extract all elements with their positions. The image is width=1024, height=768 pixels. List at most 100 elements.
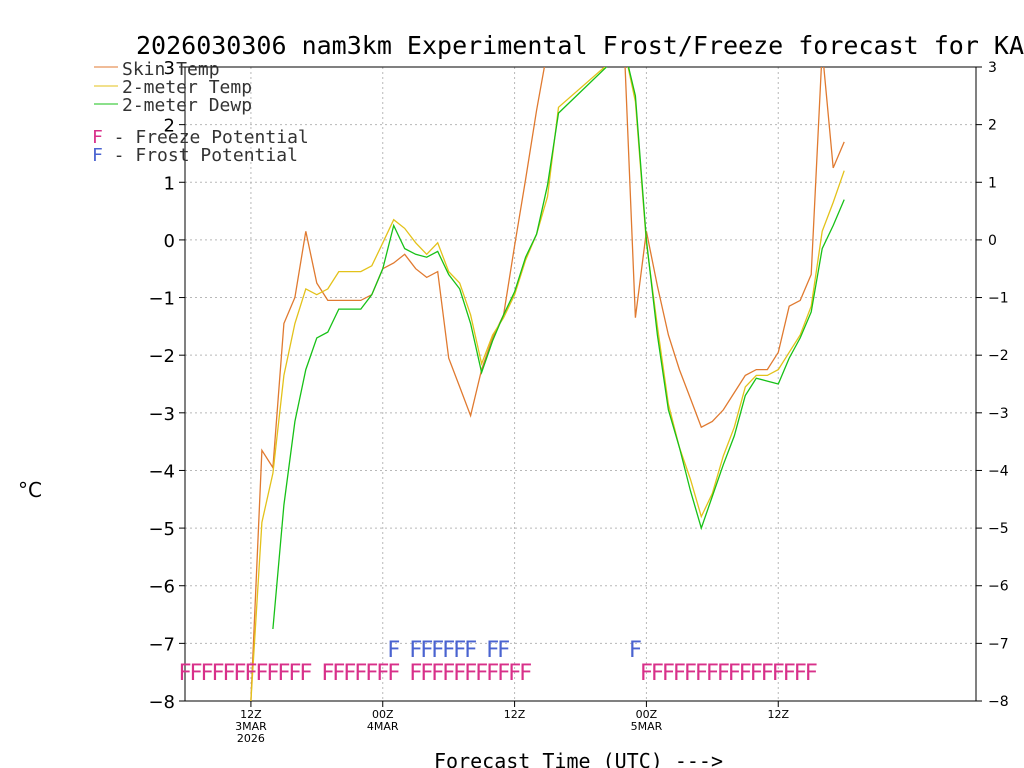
freeze-potential-mark: F — [442, 661, 455, 686]
freeze-potential-mark: F — [475, 661, 488, 686]
x-tick-label: 12Z — [767, 708, 789, 721]
freeze-potential-mark: F — [508, 661, 521, 686]
x-tick-label: 12Z — [504, 708, 526, 721]
y-tick-label-right: −7 — [988, 636, 1009, 652]
legend-dewp-label: 2-meter Dewp — [122, 95, 252, 116]
freeze-potential-mark: F — [805, 661, 818, 686]
freeze-potential-mark: F — [453, 661, 466, 686]
freeze-potential-mark: F — [211, 661, 224, 686]
x-tick-label: 5MAR — [631, 720, 663, 733]
freeze-potential-mark: F — [200, 661, 213, 686]
freeze-potential-mark: F — [497, 661, 510, 686]
freeze-potential-mark: F — [244, 661, 257, 686]
freeze-potential-mark: F — [420, 661, 433, 686]
y-tick-label-left: 0 — [164, 231, 175, 252]
freeze-potential-mark: F — [266, 661, 279, 686]
series-skin-temp — [250, 67, 845, 701]
freeze-potential-mark: F — [794, 661, 807, 686]
freeze-potential-mark: F — [255, 661, 268, 686]
legend-frost-mark: F — [92, 145, 103, 166]
x-tick-label: 00Z — [372, 708, 394, 721]
legend-frost-label: - Frost Potential — [103, 145, 298, 166]
y-tick-label-right: −6 — [988, 579, 1009, 595]
y-tick-label-left: −7 — [148, 634, 175, 655]
freeze-potential-mark: F — [321, 661, 334, 686]
y-tick-label-left: −2 — [148, 346, 175, 367]
y-tick-label-left: −8 — [148, 692, 175, 713]
legend-freeze-mark: F — [92, 127, 103, 148]
freeze-potential-mark: F — [365, 661, 378, 686]
y-tick-label-left: 3 — [164, 58, 175, 79]
freeze-potential-mark: F — [233, 661, 246, 686]
series-group — [250, 67, 845, 701]
y-axis-left: −8 −7 −6 −5 −4 −3 −2 −1 0 1 2 3 — [148, 58, 185, 713]
freeze-potential-mark: F — [717, 661, 730, 686]
x-tick-label: 4MAR — [367, 720, 399, 733]
y-tick-label-right: −8 — [988, 694, 1009, 710]
y-tick-label-right: 2 — [988, 118, 997, 134]
freeze-potential-mark: F — [222, 661, 235, 686]
y-tick-label-left: 2 — [164, 116, 175, 137]
freeze-potential-mark: F — [431, 661, 444, 686]
y-tick-label-right: 3 — [988, 60, 997, 76]
freeze-potential-mark: F — [178, 661, 191, 686]
y-tick-label-right: −5 — [988, 521, 1009, 537]
legend-frost: F - Frost Potential — [92, 145, 298, 166]
freeze-potential-mark: F — [409, 661, 422, 686]
freeze-potential-mark: F — [189, 661, 202, 686]
freeze-potential-mark: F — [750, 661, 763, 686]
x-tick-label: 12Z — [240, 708, 262, 721]
freeze-potential-mark: F — [332, 661, 345, 686]
freeze-potential-mark: F — [772, 661, 785, 686]
freeze-potential-mark: F — [519, 661, 532, 686]
chart-title: 2026030306 nam3km Experimental Frost/Fre… — [136, 31, 1024, 60]
freeze-potential-mark: F — [288, 661, 301, 686]
x-tick-label: 2026 — [237, 732, 265, 745]
legend-temp-label: 2-meter Temp — [122, 77, 252, 98]
freeze-potential-mark: F — [486, 661, 499, 686]
frost-potential-mark: F — [431, 638, 444, 663]
freeze-potential-mark: F — [695, 661, 708, 686]
freeze-potential-mark: F — [640, 661, 653, 686]
frost-potential-mark: F — [453, 638, 466, 663]
y-tick-label-left: −3 — [148, 404, 175, 425]
frost-potential-mark: F — [629, 638, 642, 663]
legend-skin-label: Skin Temp — [122, 59, 220, 80]
y-tick-label-right: 0 — [988, 233, 997, 249]
freeze-potential-mark: F — [706, 661, 719, 686]
y-tick-label-right: −3 — [988, 406, 1009, 422]
freeze-potential-mark: F — [684, 661, 697, 686]
frost-potential-mark: F — [387, 638, 400, 663]
legend-freeze-label: - Freeze Potential — [103, 127, 309, 148]
y-tick-label-right: −2 — [988, 348, 1009, 364]
freeze-potential-mark: F — [651, 661, 664, 686]
grid — [185, 67, 976, 701]
freeze-potential-mark: F — [728, 661, 741, 686]
y-tick-label-left: 1 — [164, 173, 175, 194]
x-tick-label: 3MAR — [235, 720, 267, 733]
frost-potential-mark: F — [420, 638, 433, 663]
y-tick-label-left: −6 — [148, 577, 175, 598]
y-tick-label-left: −5 — [148, 519, 175, 540]
x-axis-label: Forecast Time (UTC) ---> — [434, 749, 723, 768]
series-2-meter-dewp — [272, 67, 845, 630]
y-tick-label-left: −4 — [148, 461, 175, 482]
freeze-potential-mark: F — [662, 661, 675, 686]
x-tick-label: 00Z — [636, 708, 658, 721]
y-axis-label: °C — [18, 478, 42, 502]
legend-freeze: F - Freeze Potential — [92, 127, 309, 148]
freeze-potential-mark: F — [299, 661, 312, 686]
frost-potential-mark: F — [409, 638, 422, 663]
y-tick-label-right: −4 — [988, 463, 1009, 479]
y-tick-label-right: −1 — [988, 291, 1009, 307]
legend: Skin Temp 2-meter Temp 2-meter Dewp F - … — [92, 59, 309, 166]
series-2-meter-temp — [250, 67, 845, 701]
freeze-potential-mark: F — [761, 661, 774, 686]
freeze-potential-mark: F — [783, 661, 796, 686]
y-tick-label-right: 1 — [988, 175, 997, 191]
freeze-potential-mark: F — [739, 661, 752, 686]
frost-potential-mark: F — [464, 638, 477, 663]
